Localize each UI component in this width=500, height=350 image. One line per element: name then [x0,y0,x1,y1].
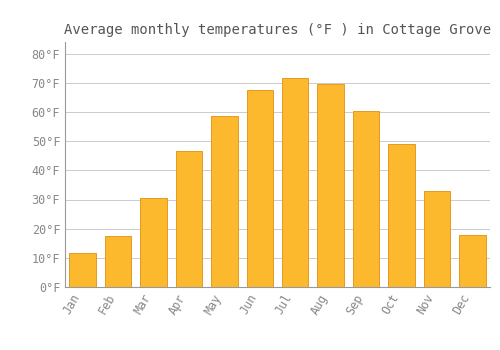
Title: Average monthly temperatures (°F ) in Cottage Grove: Average monthly temperatures (°F ) in Co… [64,23,491,37]
Bar [459,234,485,287]
Bar [424,191,450,287]
Bar [211,116,238,287]
Bar [388,144,414,287]
Bar [282,78,308,287]
Bar [246,90,273,287]
Bar [318,84,344,287]
Bar [140,198,167,287]
Bar [70,253,96,287]
Bar [176,151,202,287]
Bar [353,111,380,287]
Bar [105,236,132,287]
